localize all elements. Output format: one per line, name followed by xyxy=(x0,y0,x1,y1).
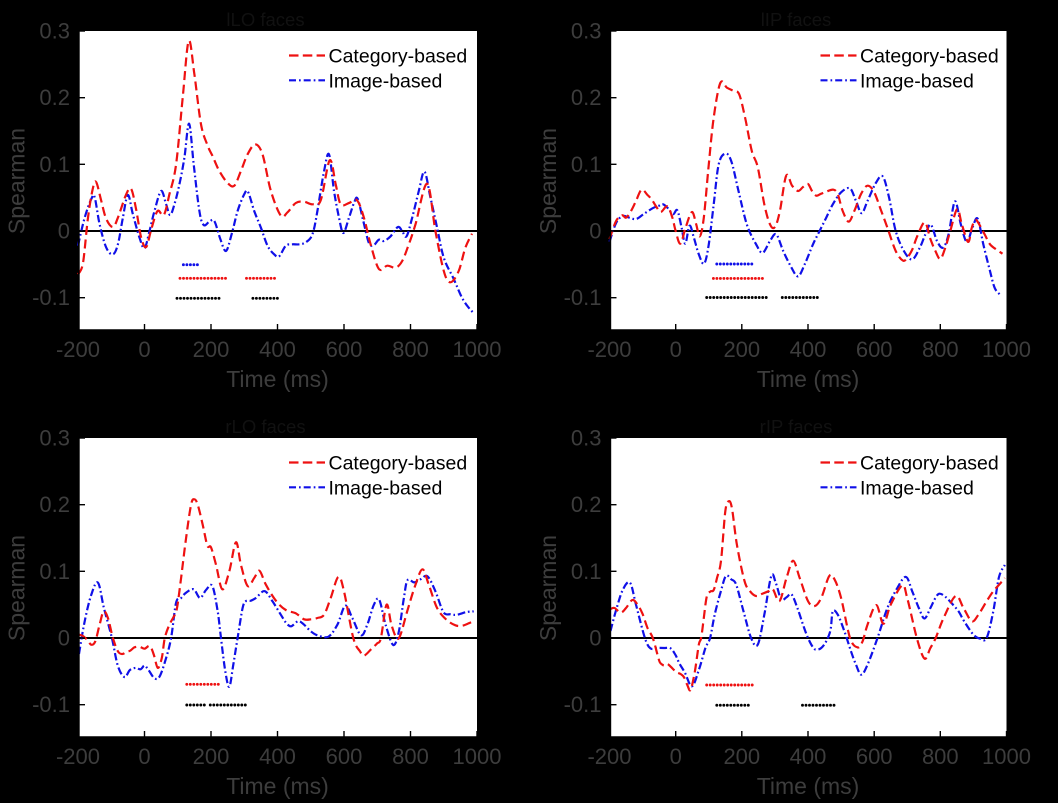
svg-text:800: 800 xyxy=(922,744,959,769)
svg-text:-200: -200 xyxy=(587,744,631,769)
svg-text:0: 0 xyxy=(138,337,150,362)
svg-text:-200: -200 xyxy=(587,337,631,362)
svg-text:800: 800 xyxy=(392,744,429,769)
svg-text:1000: 1000 xyxy=(453,744,502,769)
svg-text:0: 0 xyxy=(138,744,150,769)
svg-text:200: 200 xyxy=(193,337,230,362)
svg-text:-0.1: -0.1 xyxy=(32,692,70,717)
svg-text:400: 400 xyxy=(790,337,827,362)
svg-text:0.3: 0.3 xyxy=(571,426,602,451)
svg-text:800: 800 xyxy=(392,337,429,362)
svg-text:Spearman: Spearman xyxy=(535,535,561,641)
svg-text:-0.1: -0.1 xyxy=(32,285,70,310)
svg-text:0: 0 xyxy=(670,337,682,362)
svg-text:0.3: 0.3 xyxy=(571,19,602,44)
svg-text:400: 400 xyxy=(259,744,296,769)
svg-text:0.3: 0.3 xyxy=(39,19,70,44)
svg-text:600: 600 xyxy=(326,744,363,769)
svg-text:0.2: 0.2 xyxy=(39,492,70,517)
svg-text:Spearman: Spearman xyxy=(4,535,30,641)
svg-text:Category-based: Category-based xyxy=(329,453,468,475)
svg-text:-0.1: -0.1 xyxy=(564,692,602,717)
svg-text:Image-based: Image-based xyxy=(329,71,443,93)
svg-text:400: 400 xyxy=(790,744,827,769)
svg-text:0.2: 0.2 xyxy=(571,85,602,110)
svg-text:800: 800 xyxy=(922,337,959,362)
svg-text:0.1: 0.1 xyxy=(571,559,602,584)
svg-text:200: 200 xyxy=(723,337,760,362)
svg-text:0.2: 0.2 xyxy=(39,85,70,110)
svg-text:0.2: 0.2 xyxy=(571,492,602,517)
svg-text:rLO faces: rLO faces xyxy=(225,416,305,437)
svg-text:0.1: 0.1 xyxy=(571,152,602,177)
svg-text:0: 0 xyxy=(58,626,70,651)
svg-text:-200: -200 xyxy=(56,337,100,362)
svg-text:lIP faces: lIP faces xyxy=(761,9,832,30)
svg-text:lLO faces: lLO faces xyxy=(226,9,304,30)
svg-text:Time (ms): Time (ms) xyxy=(757,773,860,799)
svg-text:0: 0 xyxy=(589,626,601,651)
svg-text:0.1: 0.1 xyxy=(39,152,70,177)
svg-text:600: 600 xyxy=(856,337,893,362)
svg-text:Time (ms): Time (ms) xyxy=(757,366,860,392)
svg-text:200: 200 xyxy=(193,744,230,769)
svg-text:Image-based: Image-based xyxy=(860,478,974,500)
svg-text:Category-based: Category-based xyxy=(329,46,468,68)
svg-text:600: 600 xyxy=(326,337,363,362)
svg-text:Time (ms): Time (ms) xyxy=(226,773,329,799)
svg-text:200: 200 xyxy=(723,744,760,769)
svg-text:Time (ms): Time (ms) xyxy=(226,366,329,392)
svg-text:1000: 1000 xyxy=(453,337,502,362)
svg-text:rIP faces: rIP faces xyxy=(760,416,833,437)
svg-text:400: 400 xyxy=(259,337,296,362)
svg-text:Category-based: Category-based xyxy=(860,46,999,68)
svg-text:-200: -200 xyxy=(56,744,100,769)
svg-text:0: 0 xyxy=(670,744,682,769)
svg-text:Category-based: Category-based xyxy=(860,453,999,475)
svg-text:0: 0 xyxy=(58,219,70,244)
svg-text:600: 600 xyxy=(856,744,893,769)
svg-text:1000: 1000 xyxy=(982,744,1031,769)
svg-text:Spearman: Spearman xyxy=(535,128,561,234)
svg-text:0.1: 0.1 xyxy=(39,559,70,584)
svg-text:Image-based: Image-based xyxy=(329,478,443,500)
svg-text:Image-based: Image-based xyxy=(860,71,974,93)
svg-text:0: 0 xyxy=(589,219,601,244)
svg-text:-0.1: -0.1 xyxy=(564,285,602,310)
svg-text:0.3: 0.3 xyxy=(39,426,70,451)
svg-text:1000: 1000 xyxy=(982,337,1031,362)
svg-text:Spearman: Spearman xyxy=(4,128,30,234)
